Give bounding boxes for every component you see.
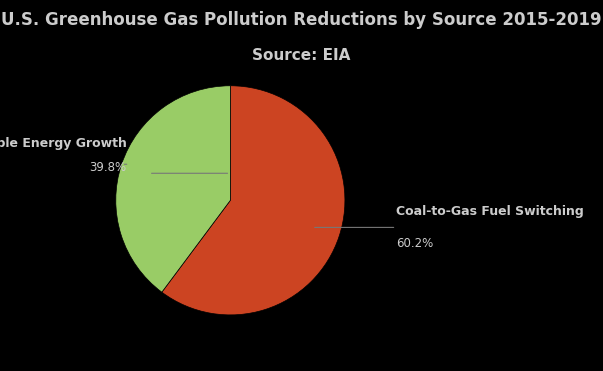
Wedge shape: [162, 86, 345, 315]
Text: 60.2%: 60.2%: [397, 237, 434, 250]
Text: Coal-to-Gas Fuel Switching: Coal-to-Gas Fuel Switching: [397, 205, 584, 218]
Wedge shape: [116, 86, 230, 292]
Text: 39.8%: 39.8%: [89, 161, 127, 174]
Text: U.S. Greenhouse Gas Pollution Reductions by Source 2015-2019: U.S. Greenhouse Gas Pollution Reductions…: [1, 11, 602, 29]
Text: Renewable Energy Growth: Renewable Energy Growth: [0, 137, 127, 150]
Text: Source: EIA: Source: EIA: [252, 48, 351, 63]
